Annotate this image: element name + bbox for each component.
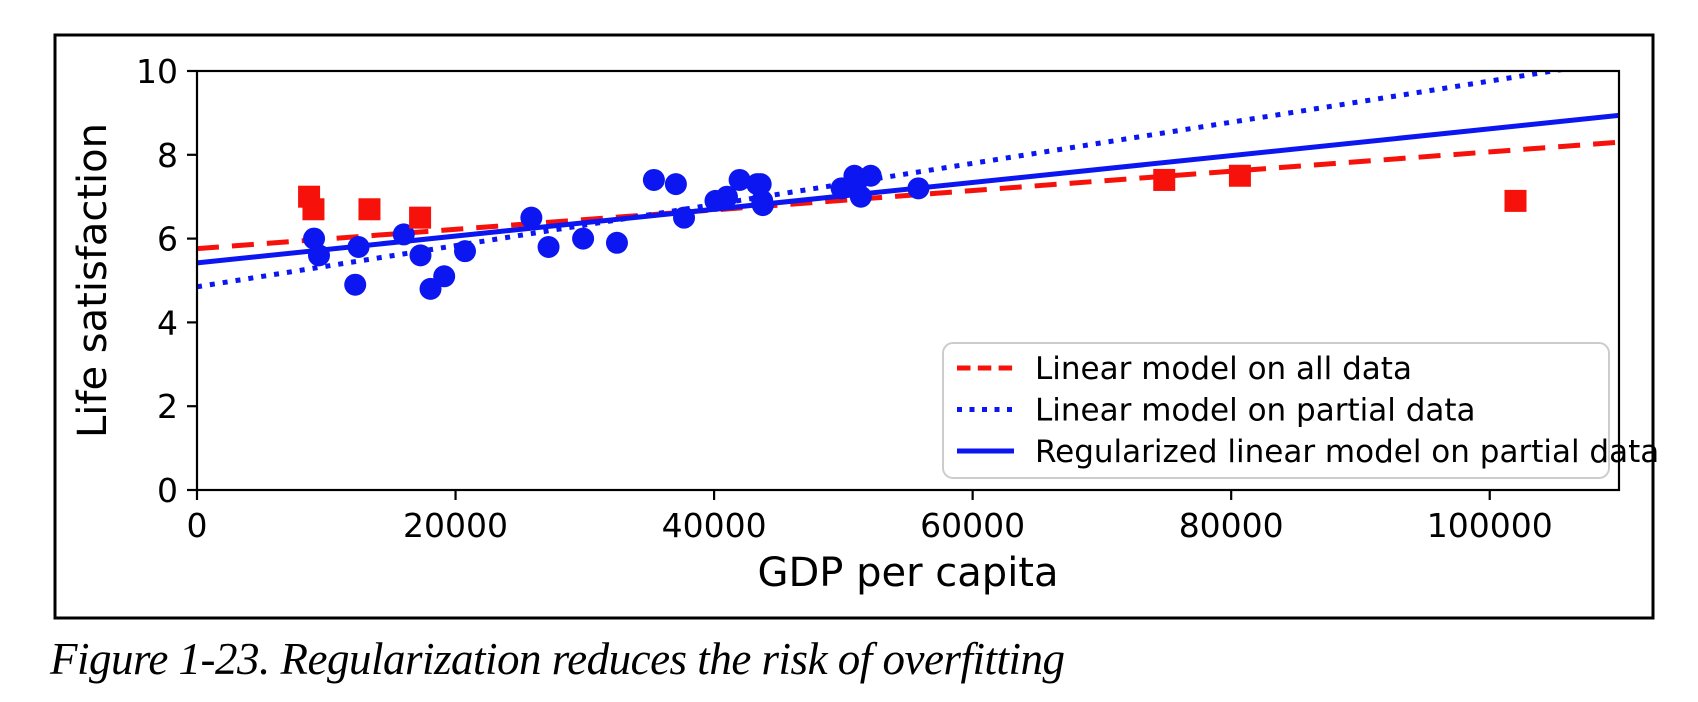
data-point-circle bbox=[605, 231, 628, 254]
chart-canvas: 0 20000 40000 60000 80000 100000 0 2 4 6 8 10 GDP pe… bbox=[53, 33, 1659, 620]
data-point-circle bbox=[728, 168, 751, 191]
data-point-circle bbox=[749, 173, 772, 196]
legend-label: Regularized linear model on partial data bbox=[1035, 434, 1659, 470]
legend-label: Linear model on partial data bbox=[1035, 393, 1476, 429]
legend-box bbox=[942, 342, 1610, 479]
data-point-circle bbox=[303, 227, 326, 250]
figure-border bbox=[53, 33, 1655, 620]
data-point-circle bbox=[347, 235, 370, 258]
data-point-circle bbox=[907, 177, 930, 200]
y-tick-label: 8 bbox=[157, 136, 178, 175]
data-point-square bbox=[409, 206, 432, 229]
data-point-square bbox=[1504, 189, 1527, 212]
data-point-circle bbox=[344, 273, 367, 296]
data-point-circle bbox=[849, 185, 872, 208]
y-axis-title: Life satisfaction bbox=[70, 123, 116, 438]
x-tick-label: 100000 bbox=[1427, 506, 1553, 545]
model-line-dashed bbox=[197, 139, 1619, 252]
figure-caption: Figure 1-23. Regularization reduces the … bbox=[50, 634, 1065, 684]
data-point-circle bbox=[572, 227, 595, 250]
x-tick-label: 20000 bbox=[403, 506, 508, 545]
x-tick-label: 40000 bbox=[662, 506, 767, 545]
x-tick-label: 0 bbox=[187, 506, 208, 545]
legend: Linear model on all data Linear model on … bbox=[942, 342, 1659, 479]
data-point-circle bbox=[859, 164, 882, 187]
data-point-circle bbox=[642, 168, 665, 191]
data-point-square bbox=[1228, 164, 1251, 187]
data-point-circle bbox=[433, 265, 456, 288]
x-tick-label: 60000 bbox=[920, 506, 1025, 545]
y-tick-label: 10 bbox=[136, 52, 178, 91]
legend-label: Linear model on all data bbox=[1035, 351, 1412, 387]
data-point-circle bbox=[673, 206, 696, 229]
x-axis-title: GDP per capita bbox=[758, 550, 1059, 596]
data-point-circle bbox=[520, 206, 543, 229]
model-line-dotted bbox=[197, 71, 1569, 290]
data-point-circle bbox=[392, 223, 415, 246]
data-point-square bbox=[302, 198, 325, 221]
data-point-circle bbox=[409, 244, 432, 267]
data-point-square bbox=[1153, 168, 1176, 191]
y-tick-label: 0 bbox=[157, 471, 178, 510]
data-point-circle bbox=[454, 240, 477, 263]
y-tick-label: 4 bbox=[157, 303, 178, 342]
y-tick-label: 6 bbox=[157, 220, 178, 259]
data-point-circle bbox=[307, 244, 330, 267]
plot-area bbox=[195, 69, 1621, 492]
data-point-circle bbox=[537, 235, 560, 258]
data-point-square bbox=[358, 198, 381, 221]
data-point-circle bbox=[751, 194, 774, 217]
data-point-circle bbox=[715, 185, 738, 208]
y-tick-label: 2 bbox=[157, 387, 178, 426]
x-tick-label: 80000 bbox=[1179, 506, 1284, 545]
data-point-circle bbox=[664, 173, 687, 196]
